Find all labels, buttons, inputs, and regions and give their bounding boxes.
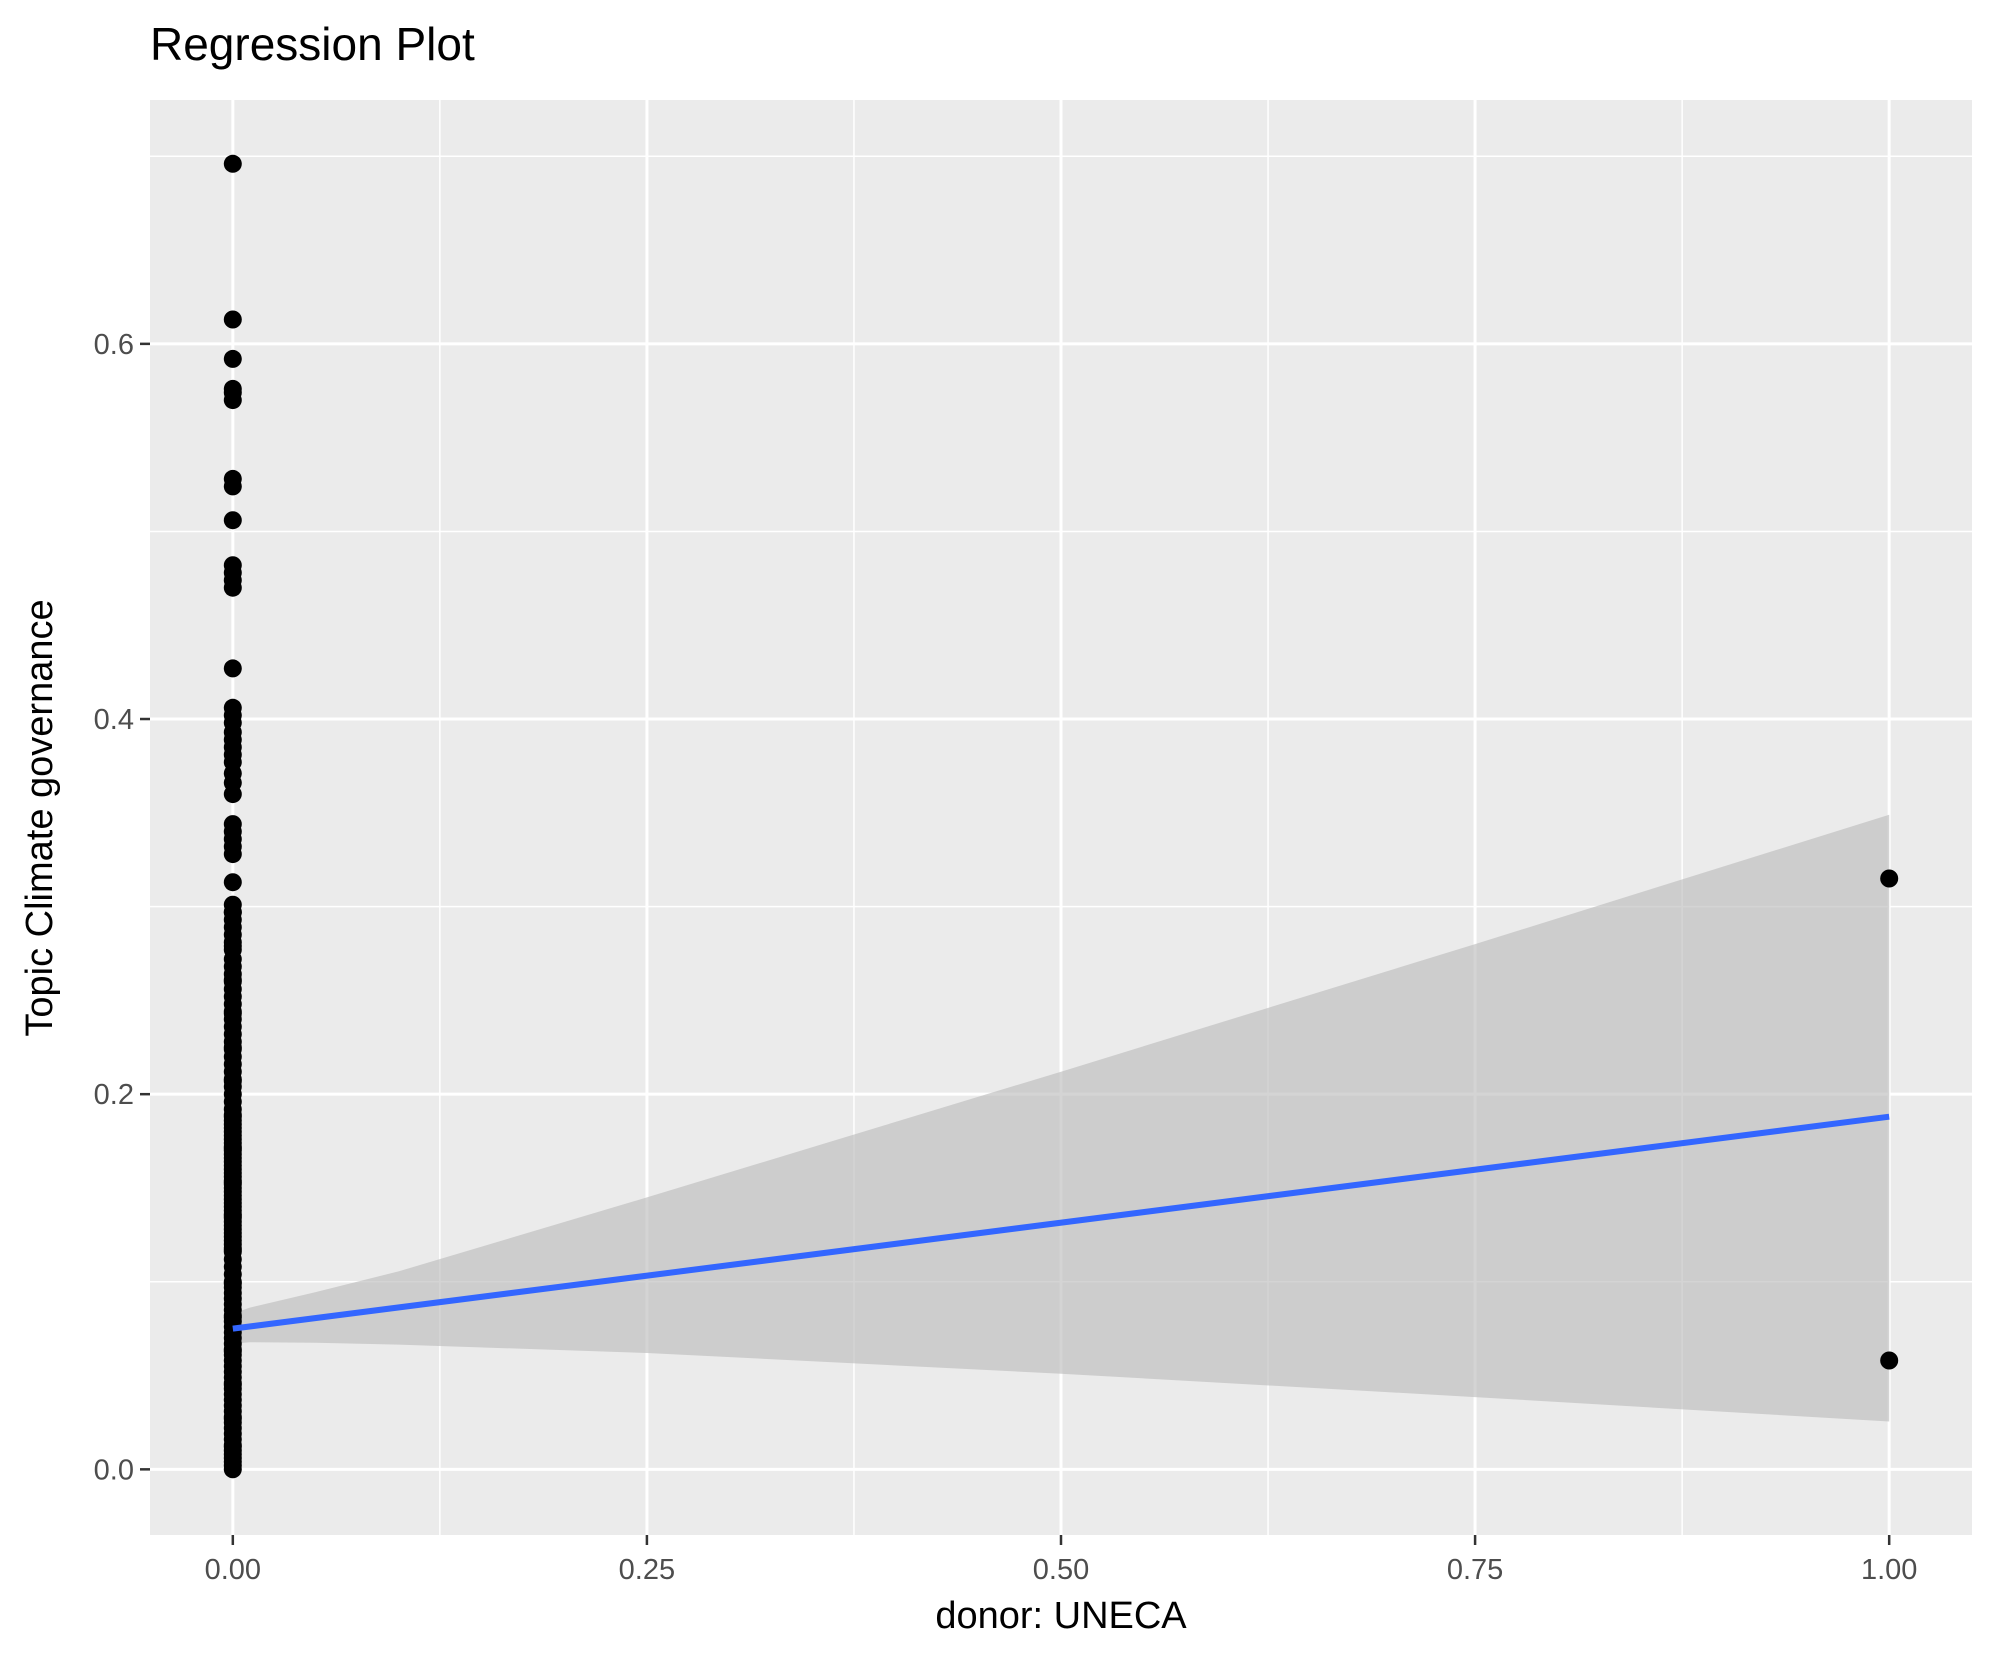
data-point <box>223 1004 242 1023</box>
data-point <box>223 785 242 804</box>
confidence-band <box>232 814 1890 1422</box>
data-point <box>223 873 242 892</box>
data-point <box>223 1437 242 1456</box>
data-point <box>223 1072 242 1091</box>
data-point <box>223 845 242 864</box>
data-point <box>223 1308 242 1327</box>
regression-line <box>232 1113 1890 1332</box>
x-tick-label: 1.00 <box>1861 1554 1917 1586</box>
data-point <box>223 511 242 530</box>
data-point <box>223 1342 242 1361</box>
data-point <box>223 659 242 678</box>
data-point <box>223 391 242 410</box>
data-point <box>223 154 242 173</box>
data-point <box>223 1274 242 1293</box>
x-tick-label: 0.25 <box>619 1554 675 1586</box>
data-point <box>223 1111 242 1130</box>
data-point <box>223 1375 242 1394</box>
y-tick-label: 0.4 <box>94 704 134 736</box>
chart-title: Regression Plot <box>150 18 475 70</box>
data-point <box>223 937 242 955</box>
y-tick-label: 0.6 <box>94 329 134 361</box>
data-point <box>223 310 242 329</box>
x-tick-label: 0.50 <box>1033 1554 1089 1586</box>
data-point <box>223 1038 242 1057</box>
data-point <box>223 578 242 597</box>
data-point <box>223 477 242 496</box>
data-point <box>223 1460 242 1479</box>
data-points <box>223 154 1899 1479</box>
data-point <box>1880 1351 1899 1370</box>
data-point <box>223 1409 242 1428</box>
x-axis: 0.00 0.25 0.50 0.75 1.00 <box>205 1535 1917 1586</box>
data-point <box>223 903 242 922</box>
y-axis: 0.0 0.2 0.4 0.6 <box>94 329 150 1486</box>
data-point <box>223 349 242 368</box>
y-tick-label: 0.2 <box>94 1079 134 1111</box>
x-tick-label: 0.00 <box>205 1554 261 1586</box>
y-tick-label: 0.0 <box>94 1454 134 1486</box>
x-tick-label: 0.75 <box>1447 1554 1503 1586</box>
data-point <box>1880 869 1899 888</box>
x-axis-label: donor: UNECA <box>935 1595 1187 1637</box>
data-point <box>223 970 242 989</box>
y-axis-label: Topic Climate governance <box>19 599 61 1036</box>
